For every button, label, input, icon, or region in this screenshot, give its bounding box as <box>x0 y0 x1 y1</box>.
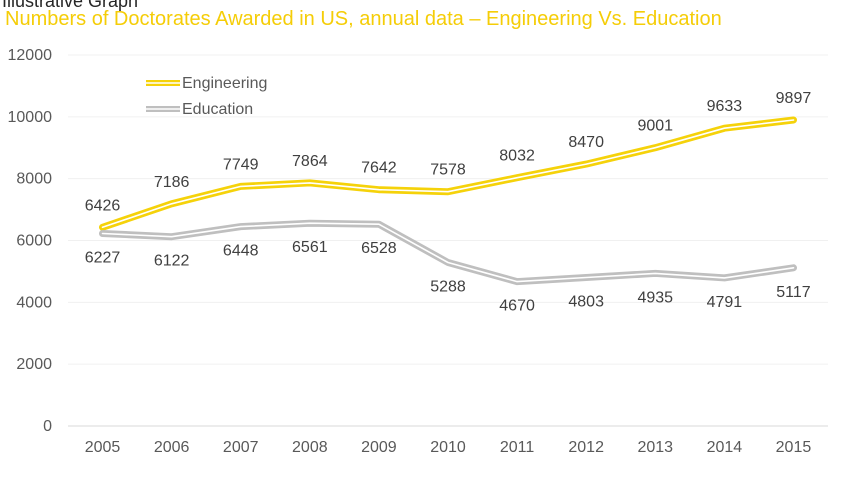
top-label: Illustrative Graph <box>2 0 139 11</box>
data-label-education: 4670 <box>499 298 535 315</box>
data-label-education: 4935 <box>637 289 673 306</box>
data-label-engineering: 7749 <box>223 156 259 173</box>
y-tick-label: 4000 <box>16 294 52 311</box>
data-label-education: 5288 <box>430 279 466 296</box>
engineering-line <box>99 116 797 231</box>
data-label-education: 6528 <box>361 240 397 257</box>
y-tick-label: 6000 <box>16 233 52 250</box>
data-label-education: 6122 <box>154 253 190 270</box>
y-tick-label: 2000 <box>16 356 52 373</box>
x-tick-label: 2011 <box>500 439 535 456</box>
data-label-engineering: 7864 <box>292 153 328 170</box>
x-tick-label: 2008 <box>292 439 328 456</box>
data-label-engineering: 6426 <box>85 197 121 214</box>
x-tick-label: 2010 <box>430 439 466 456</box>
data-label-education: 4803 <box>568 294 604 311</box>
y-tick-label: 8000 <box>16 171 52 188</box>
legend: Engineering Education <box>146 75 267 118</box>
data-label-engineering: 9897 <box>776 90 812 107</box>
legend-item-engineering: Engineering <box>146 75 267 92</box>
legend-label: Education <box>182 101 253 118</box>
series-lines <box>99 116 797 286</box>
data-label-engineering: 9001 <box>637 118 673 135</box>
data-label-engineering: 7578 <box>430 162 466 179</box>
x-tick-label: 2014 <box>707 439 743 456</box>
x-tick-label: 2012 <box>568 439 604 456</box>
data-label-engineering: 9633 <box>707 98 743 115</box>
data-label-education: 4791 <box>707 294 743 311</box>
y-tick-label: 0 <box>43 418 52 435</box>
data-label-education: 6448 <box>223 243 259 260</box>
x-axis-ticks: 2005 2006 2007 2008 2009 2010 2011 2012 2013 2014… <box>85 439 812 456</box>
data-label-engineering: 7186 <box>154 174 190 191</box>
x-tick-label: 2006 <box>154 439 190 456</box>
data-label-engineering: 7642 <box>361 160 397 177</box>
x-tick-label: 2007 <box>223 439 259 456</box>
education-line-inner <box>101 222 795 283</box>
x-tick-label: 2015 <box>776 439 812 456</box>
data-labels: 6426 7186 7749 7864 7642 7578 8032 8470 9001 9633… <box>85 90 812 315</box>
chart-title: Numbers of Doctorates Awarded in US, ann… <box>5 8 722 30</box>
data-label-education: 6561 <box>292 239 328 256</box>
data-label-education: 6227 <box>85 249 121 266</box>
legend-item-education: Education <box>146 101 253 118</box>
y-tick-label: 10000 <box>8 109 53 126</box>
x-tick-label: 2005 <box>85 439 121 456</box>
legend-label: Engineering <box>182 75 267 92</box>
data-label-education: 5117 <box>776 284 811 301</box>
education-line <box>99 219 797 286</box>
y-axis-ticks: 0 2000 4000 6000 8000 10000 12000 <box>8 47 53 435</box>
gridlines <box>68 54 828 427</box>
engineering-line-inner <box>101 119 795 229</box>
x-tick-label: 2009 <box>361 439 397 456</box>
data-label-engineering: 8032 <box>499 148 535 165</box>
y-tick-label: 12000 <box>8 47 53 64</box>
x-tick-label: 2013 <box>637 439 673 456</box>
data-label-engineering: 8470 <box>568 134 604 151</box>
